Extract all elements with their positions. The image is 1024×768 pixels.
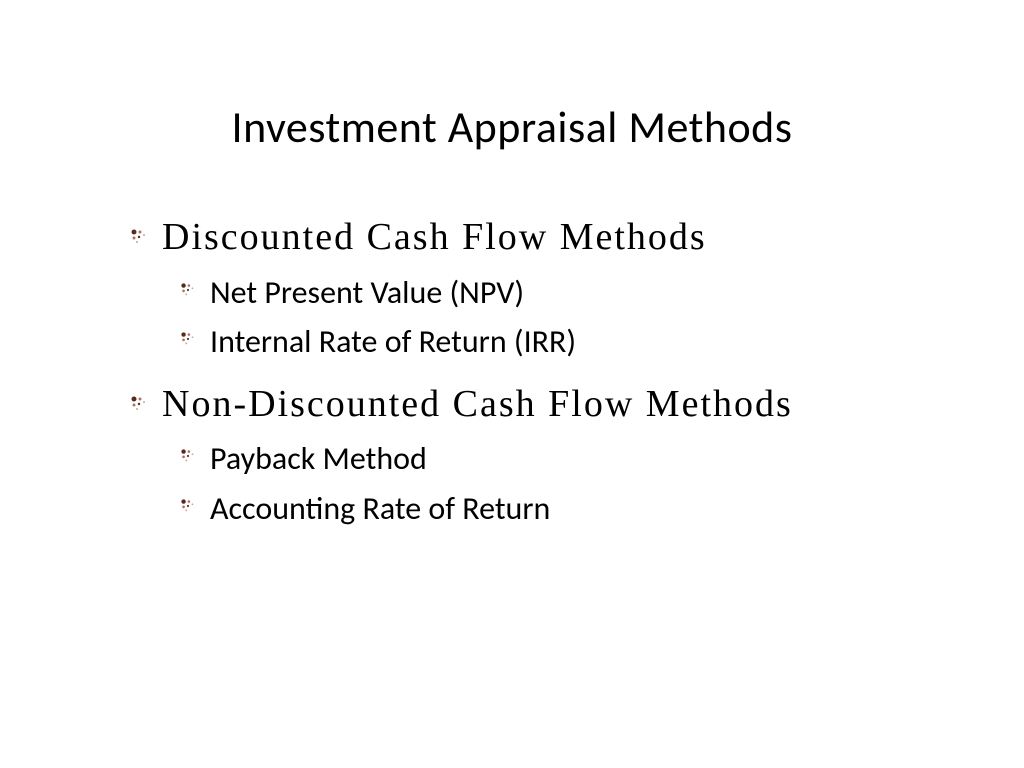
list-item-text: Accounting Rate of Return [210, 488, 550, 530]
list-item-text: Net Present Value (NPV) [210, 272, 524, 314]
slide-content: Discounted Cash Flow Methods Net Present… [130, 214, 894, 529]
bullet-icon [180, 331, 196, 352]
bullet-icon [180, 282, 196, 303]
bullet-icon [180, 498, 196, 519]
bullet-icon [180, 448, 196, 469]
bullet-icon [130, 228, 148, 251]
list-item-row: Net Present Value (NPV) [180, 272, 894, 314]
list-item-text: Internal Rate of Return (IRR) [210, 321, 576, 363]
section-heading-row: Non-Discounted Cash Flow Methods [130, 381, 894, 429]
list-item-row: Accounting Rate of Return [180, 488, 894, 530]
list-item-row: Internal Rate of Return (IRR) [180, 321, 894, 363]
list-item-text: Payback Method [210, 438, 427, 480]
section-group: Discounted Cash Flow Methods Net Present… [130, 214, 894, 363]
section-heading-row: Discounted Cash Flow Methods [130, 214, 894, 262]
bullet-icon [130, 395, 148, 418]
slide-container: Investment Appraisal Methods Discounted … [0, 0, 1024, 768]
slide-title: Investment Appraisal Methods [130, 100, 894, 154]
section-heading: Non-Discounted Cash Flow Methods [162, 381, 793, 429]
list-item-row: Payback Method [180, 438, 894, 480]
section-group: Non-Discounted Cash Flow Methods Payback… [130, 381, 894, 530]
section-heading: Discounted Cash Flow Methods [162, 214, 707, 262]
